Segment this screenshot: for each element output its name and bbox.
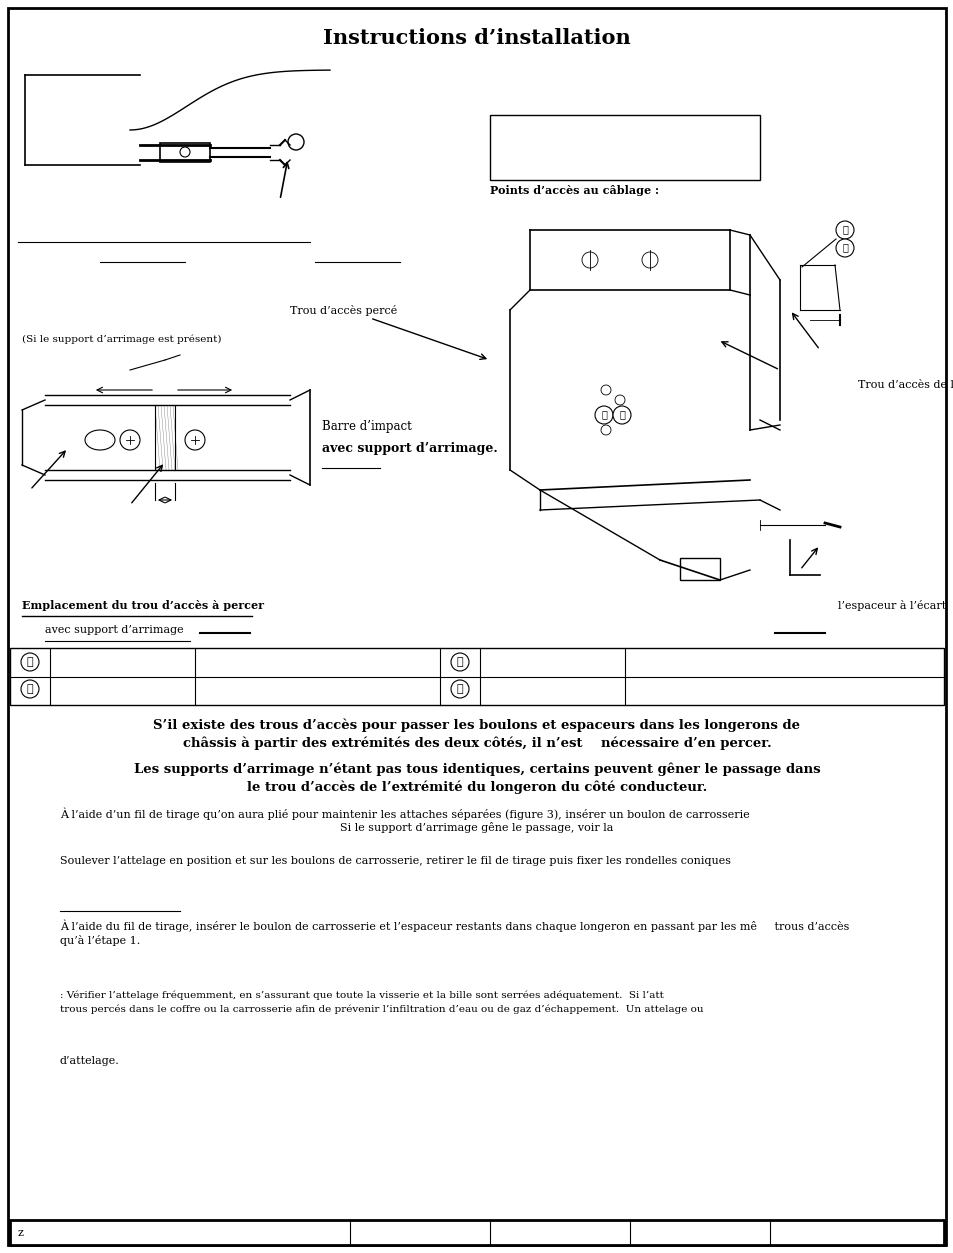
Text: ①: ① bbox=[841, 226, 847, 234]
Text: ③: ③ bbox=[618, 411, 624, 420]
Text: (Si le support d’arrimage est présent): (Si le support d’arrimage est présent) bbox=[22, 335, 221, 345]
Circle shape bbox=[21, 653, 39, 672]
Circle shape bbox=[835, 239, 853, 257]
Text: châssis à partir des extrémités des deux côtés, il n’est    nécessaire d’en perc: châssis à partir des extrémités des deux… bbox=[182, 736, 771, 749]
Text: d’attelage.: d’attelage. bbox=[60, 1056, 120, 1066]
Text: À l’aide du fil de tirage, insérer le boulon de carrosserie et l’espaceur restan: À l’aide du fil de tirage, insérer le bo… bbox=[60, 918, 848, 931]
Ellipse shape bbox=[85, 430, 115, 450]
Circle shape bbox=[641, 252, 658, 268]
Text: Si le support d’arrimage gêne le passage, voir la: Si le support d’arrimage gêne le passage… bbox=[340, 822, 613, 833]
Text: trous percés dans le coffre ou la carrosserie afin de prévenir l’infiltration d’: trous percés dans le coffre ou la carros… bbox=[60, 1005, 702, 1015]
Circle shape bbox=[600, 385, 610, 395]
Text: Emplacement du trou d’accès à percer: Emplacement du trou d’accès à percer bbox=[22, 600, 264, 611]
Circle shape bbox=[451, 680, 469, 698]
Bar bbox=[160, 143, 210, 162]
Circle shape bbox=[451, 653, 469, 672]
Text: ①: ① bbox=[27, 657, 33, 667]
Circle shape bbox=[581, 252, 598, 268]
Text: Trou d’accès percé: Trou d’accès percé bbox=[290, 304, 396, 316]
Bar bbox=[10, 1220, 943, 1245]
Text: l’espaceur à l’écart: l’espaceur à l’écart bbox=[837, 600, 945, 611]
Circle shape bbox=[595, 406, 613, 424]
Text: ④: ④ bbox=[456, 684, 463, 694]
Text: le trou d’accès de l’extrémité du longeron du côté conducteur.: le trou d’accès de l’extrémité du longer… bbox=[247, 781, 706, 793]
Bar bbox=[679, 558, 720, 580]
Text: ③: ③ bbox=[456, 657, 463, 667]
Bar bbox=[490, 115, 760, 180]
Circle shape bbox=[120, 430, 140, 450]
Text: Trou d’accès de l’extrémité: Trou d’accès de l’extrémité bbox=[857, 380, 953, 390]
Text: ②: ② bbox=[27, 684, 33, 694]
Circle shape bbox=[288, 134, 304, 150]
Text: avec support d’arrimage: avec support d’arrimage bbox=[45, 625, 183, 635]
Text: qu’à l’étape 1.: qu’à l’étape 1. bbox=[60, 935, 140, 946]
Text: Points d’accès au câblage :: Points d’accès au câblage : bbox=[490, 185, 659, 195]
Text: Les supports d’arrimage n’étant pas tous identiques, certains peuvent gêner le p: Les supports d’arrimage n’étant pas tous… bbox=[133, 762, 820, 776]
Text: À l’aide d’un fil de tirage qu’on aura plié pour maintenir les attaches séparées: À l’aide d’un fil de tirage qu’on aura p… bbox=[60, 808, 749, 821]
Text: Soulever l’attelage en position et sur les boulons de carrosserie, retirer le fi: Soulever l’attelage en position et sur l… bbox=[60, 856, 730, 866]
Bar bbox=[10, 648, 943, 705]
Circle shape bbox=[600, 425, 610, 435]
Text: ②: ② bbox=[841, 243, 847, 253]
Circle shape bbox=[615, 395, 624, 405]
Circle shape bbox=[185, 430, 205, 450]
Text: Barre d’impact: Barre d’impact bbox=[322, 420, 412, 434]
Text: ④: ④ bbox=[600, 411, 606, 420]
Circle shape bbox=[180, 147, 190, 157]
Text: S’il existe des trous d’accès pour passer les boulons et espaceurs dans les long: S’il existe des trous d’accès pour passe… bbox=[153, 718, 800, 732]
Text: z: z bbox=[18, 1228, 24, 1238]
Text: : Vérifier l’attelage fréquemment, en s’assurant que toute la visserie et la bil: : Vérifier l’attelage fréquemment, en s’… bbox=[60, 991, 663, 1000]
Circle shape bbox=[21, 680, 39, 698]
Circle shape bbox=[835, 221, 853, 239]
Text: Instructions d’installation: Instructions d’installation bbox=[323, 28, 630, 48]
Text: avec support d’arrimage.: avec support d’arrimage. bbox=[322, 442, 497, 455]
Circle shape bbox=[613, 406, 630, 424]
